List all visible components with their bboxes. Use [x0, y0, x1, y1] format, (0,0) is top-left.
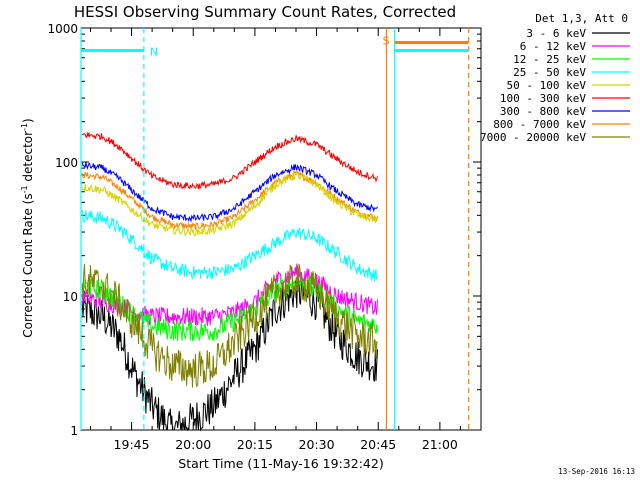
annotation-label: N	[150, 45, 158, 58]
x-tick-label: 20:15	[237, 437, 273, 452]
legend-header: Det 1,3, Att 0	[535, 12, 628, 25]
y-axis-label-mid: detector	[21, 131, 35, 186]
y-tick-label: 100	[55, 156, 78, 170]
chart-title: HESSI Observing Summary Count Rates, Cor…	[74, 3, 456, 21]
y-tick-label: 10	[63, 290, 78, 304]
legend-item-label: 100 - 300 keV	[500, 92, 586, 105]
series-line	[81, 263, 378, 388]
legend-item-label: 300 - 800 keV	[500, 105, 586, 118]
annotation-label: S	[383, 34, 390, 47]
legend-item-label: 25 - 50 keV	[513, 66, 586, 79]
plot-area: 1 10 100 1000 19:45 20:00 20:15 20:30 20:45 21:00…	[47, 22, 482, 452]
svg-text:Corrected Count Rate (s-1 dete: Corrected Count Rate (s-1 detector-1)	[20, 118, 35, 337]
y-tick-label: 1	[70, 424, 78, 438]
y-axis-label: Corrected Count Rate (s-1 detector-1)	[20, 118, 35, 337]
y-axis-label-end: )	[21, 118, 35, 123]
y-axis-label-main: Corrected Count Rate (s	[21, 193, 35, 337]
footer-timestamp: 13-Sep-2016 16:13	[558, 467, 635, 476]
legend-item-label: 7000 - 20000 keV	[480, 131, 586, 144]
plot-frame	[80, 27, 482, 431]
legend-item-label: 12 - 25 keV	[513, 53, 586, 66]
x-tick-label: 20:30	[299, 437, 335, 452]
legend-item-label: 800 - 7000 keV	[493, 118, 586, 131]
x-tick-label: 21:00	[422, 437, 458, 452]
x-tick-label: 20:00	[175, 437, 211, 452]
series-line	[81, 162, 378, 223]
legend-item-label: 3 - 6 keV	[526, 27, 586, 40]
legend-item-label: 50 - 100 keV	[507, 79, 587, 92]
x-tick-label: 20:45	[360, 437, 396, 452]
y-axis-label-sup1: -1	[20, 185, 29, 193]
x-tick-label: 19:45	[114, 437, 150, 452]
x-axis-label: Start Time (11-May-16 19:32:42)	[178, 456, 383, 471]
series-line	[81, 171, 378, 237]
y-tick-label: 1000	[47, 22, 78, 36]
y-axis-label-sup2: -1	[20, 123, 29, 131]
series-line	[81, 209, 378, 282]
legend-item-label: 6 - 12 keV	[520, 40, 587, 53]
series-line	[81, 131, 378, 190]
